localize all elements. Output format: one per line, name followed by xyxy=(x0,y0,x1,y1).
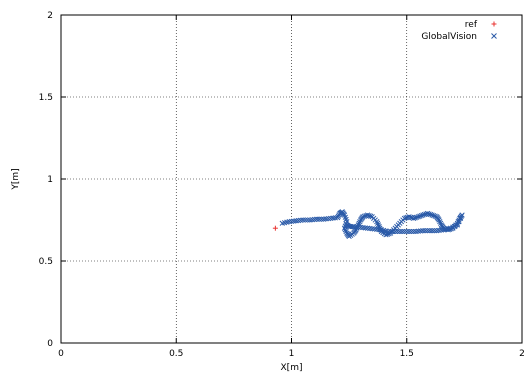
x-tick-label: 0 xyxy=(58,349,64,359)
legend: ref GlobalVision xyxy=(421,20,497,42)
globalvision-point xyxy=(364,212,371,218)
legend-label-globalvision: GlobalVision xyxy=(421,32,477,42)
globalvision-point xyxy=(421,211,428,218)
globalvision-point xyxy=(457,215,464,222)
y-tick-label: 2 xyxy=(47,11,53,21)
globalvision-point xyxy=(360,214,366,220)
globalvision-point xyxy=(390,228,396,235)
data-points xyxy=(272,209,465,240)
globalvision-point xyxy=(418,212,425,219)
globalvision-point xyxy=(426,211,432,217)
globalvision-point xyxy=(387,228,394,235)
globalvision-point xyxy=(420,212,426,218)
grid xyxy=(61,15,522,343)
globalvision-point xyxy=(366,212,372,219)
globalvision-point xyxy=(424,210,431,217)
globalvision-point xyxy=(408,228,415,235)
globalvision-point xyxy=(429,212,435,218)
globalvision-point xyxy=(383,232,389,238)
globalvision-point xyxy=(424,228,431,234)
y-axis-label: Y[m] xyxy=(11,168,21,190)
globalvision-point xyxy=(399,228,405,235)
globalvision-point xyxy=(300,217,306,223)
globalvision-point xyxy=(318,216,325,222)
globalvision-point xyxy=(434,228,440,234)
globalvision-point xyxy=(459,212,465,218)
x-tick-label: 0.5 xyxy=(169,349,183,359)
globalvision-point xyxy=(406,214,412,220)
globalvision-point xyxy=(415,214,421,220)
globalvision-point xyxy=(403,215,409,221)
globalvision-point xyxy=(414,214,420,220)
y-tick-label: 1 xyxy=(47,175,53,185)
globalvision-point xyxy=(406,228,412,235)
y-tick-label: 0 xyxy=(47,339,53,349)
globalvision-point xyxy=(456,218,462,225)
globalvision-point xyxy=(316,216,322,222)
globalvision-point xyxy=(429,228,435,234)
globalvision-point xyxy=(407,214,414,220)
globalvision-point xyxy=(302,217,308,223)
globalvision-point xyxy=(367,213,374,219)
globalvision-point xyxy=(427,228,433,234)
globalvision-point xyxy=(411,215,417,222)
globalvision-point xyxy=(397,228,403,235)
globalvision-point xyxy=(394,228,401,235)
globalvision-point xyxy=(344,222,350,228)
y-tick-label: 1.5 xyxy=(39,93,53,103)
globalvision-point xyxy=(392,228,398,235)
globalvision-point xyxy=(401,215,408,222)
globalvision-point xyxy=(314,216,320,222)
globalvision-point xyxy=(401,228,408,235)
globalvision-point xyxy=(412,215,418,221)
axis-ticks: 0 0.5 1 1.5 2 0 0.5 1 1.5 2 xyxy=(39,11,525,359)
globalvision-point xyxy=(304,217,311,223)
globalvision-point xyxy=(361,213,368,219)
legend-label-ref: ref xyxy=(465,20,478,30)
globalvision-point xyxy=(413,228,419,235)
legend-marker-globalvision xyxy=(491,33,497,39)
globalvision-point xyxy=(430,212,437,219)
globalvision-point xyxy=(411,228,417,235)
globalvision-point xyxy=(417,213,423,219)
x-tick-label: 1 xyxy=(289,349,295,359)
globalvision-point xyxy=(427,211,434,218)
legend-marker-ref xyxy=(491,21,497,27)
globalvision-point xyxy=(404,228,410,235)
x-tick-label: 1.5 xyxy=(400,349,414,359)
globalvision-point xyxy=(422,228,428,234)
globalvision-point xyxy=(431,228,438,234)
x-axis-label: X[m] xyxy=(281,363,303,373)
ref-point xyxy=(272,225,278,231)
x-tick-label: 2 xyxy=(519,349,525,359)
y-tick-label: 0.5 xyxy=(39,257,53,267)
